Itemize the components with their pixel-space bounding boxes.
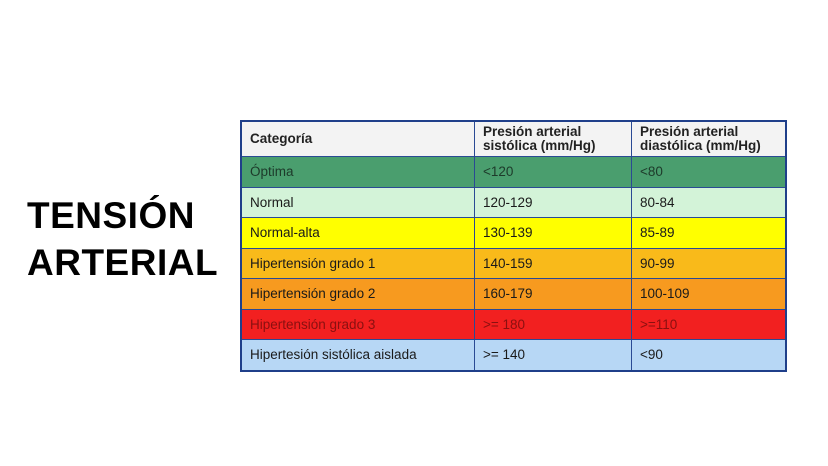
diastolic-cell: 100-109 — [631, 278, 787, 310]
table-row: Hipertesión sistólica aislada >= 140 <90 — [240, 339, 787, 371]
systolic-cell: 160-179 — [474, 278, 632, 310]
table-header-row: Categoría Presión arterial sistólica (mm… — [240, 120, 787, 157]
systolic-cell: 130-139 — [474, 217, 632, 249]
header-systolic: Presión arterial sistólica (mm/Hg) — [474, 120, 632, 157]
title-line-1: TENSIÓN — [27, 195, 195, 236]
table-row: Normal-alta 130-139 85-89 — [240, 217, 787, 249]
category-cell: Hipertensión grado 3 — [240, 308, 475, 340]
header-diastolic-line-2: diastólica (mm/Hg) — [640, 138, 761, 153]
category-cell: Hipertesión sistólica aislada — [240, 339, 475, 371]
category-cell: Hipertensión grado 1 — [240, 247, 475, 279]
category-cell: Normal-alta — [240, 217, 475, 249]
header-systolic-line-1: Presión arterial — [483, 124, 582, 139]
diastolic-cell: 80-84 — [631, 186, 787, 218]
title-line-2: ARTERIAL — [27, 242, 219, 283]
diastolic-cell: <90 — [631, 339, 787, 371]
diastolic-cell: 85-89 — [631, 217, 787, 249]
systolic-cell: >= 180 — [474, 308, 632, 340]
table-row: Hipertensión grado 1 140-159 90-99 — [240, 247, 787, 279]
table-row: Hipertensión grado 3 >= 180 >=110 — [240, 308, 787, 340]
diastolic-cell: >=110 — [631, 308, 787, 340]
header-diastolic-line-1: Presión arterial — [640, 124, 739, 139]
table-row: Óptima <120 <80 — [240, 156, 787, 188]
category-cell: Normal — [240, 186, 475, 218]
category-cell: Óptima — [240, 156, 475, 188]
category-cell: Hipertensión grado 2 — [240, 278, 475, 310]
systolic-cell: 140-159 — [474, 247, 632, 279]
systolic-cell: <120 — [474, 156, 632, 188]
header-diastolic: Presión arterial diastólica (mm/Hg) — [631, 120, 787, 157]
systolic-cell: 120-129 — [474, 186, 632, 218]
diastolic-cell: 90-99 — [631, 247, 787, 279]
page-title: TENSIÓN ARTERIAL — [27, 192, 218, 286]
header-systolic-line-2: sistólica (mm/Hg) — [483, 138, 596, 153]
table-row: Hipertensión grado 2 160-179 100-109 — [240, 278, 787, 310]
blood-pressure-table: Categoría Presión arterial sistólica (mm… — [240, 120, 787, 372]
diastolic-cell: <80 — [631, 156, 787, 188]
systolic-cell: >= 140 — [474, 339, 632, 371]
table-row: Normal 120-129 80-84 — [240, 186, 787, 218]
header-category: Categoría — [240, 120, 475, 157]
